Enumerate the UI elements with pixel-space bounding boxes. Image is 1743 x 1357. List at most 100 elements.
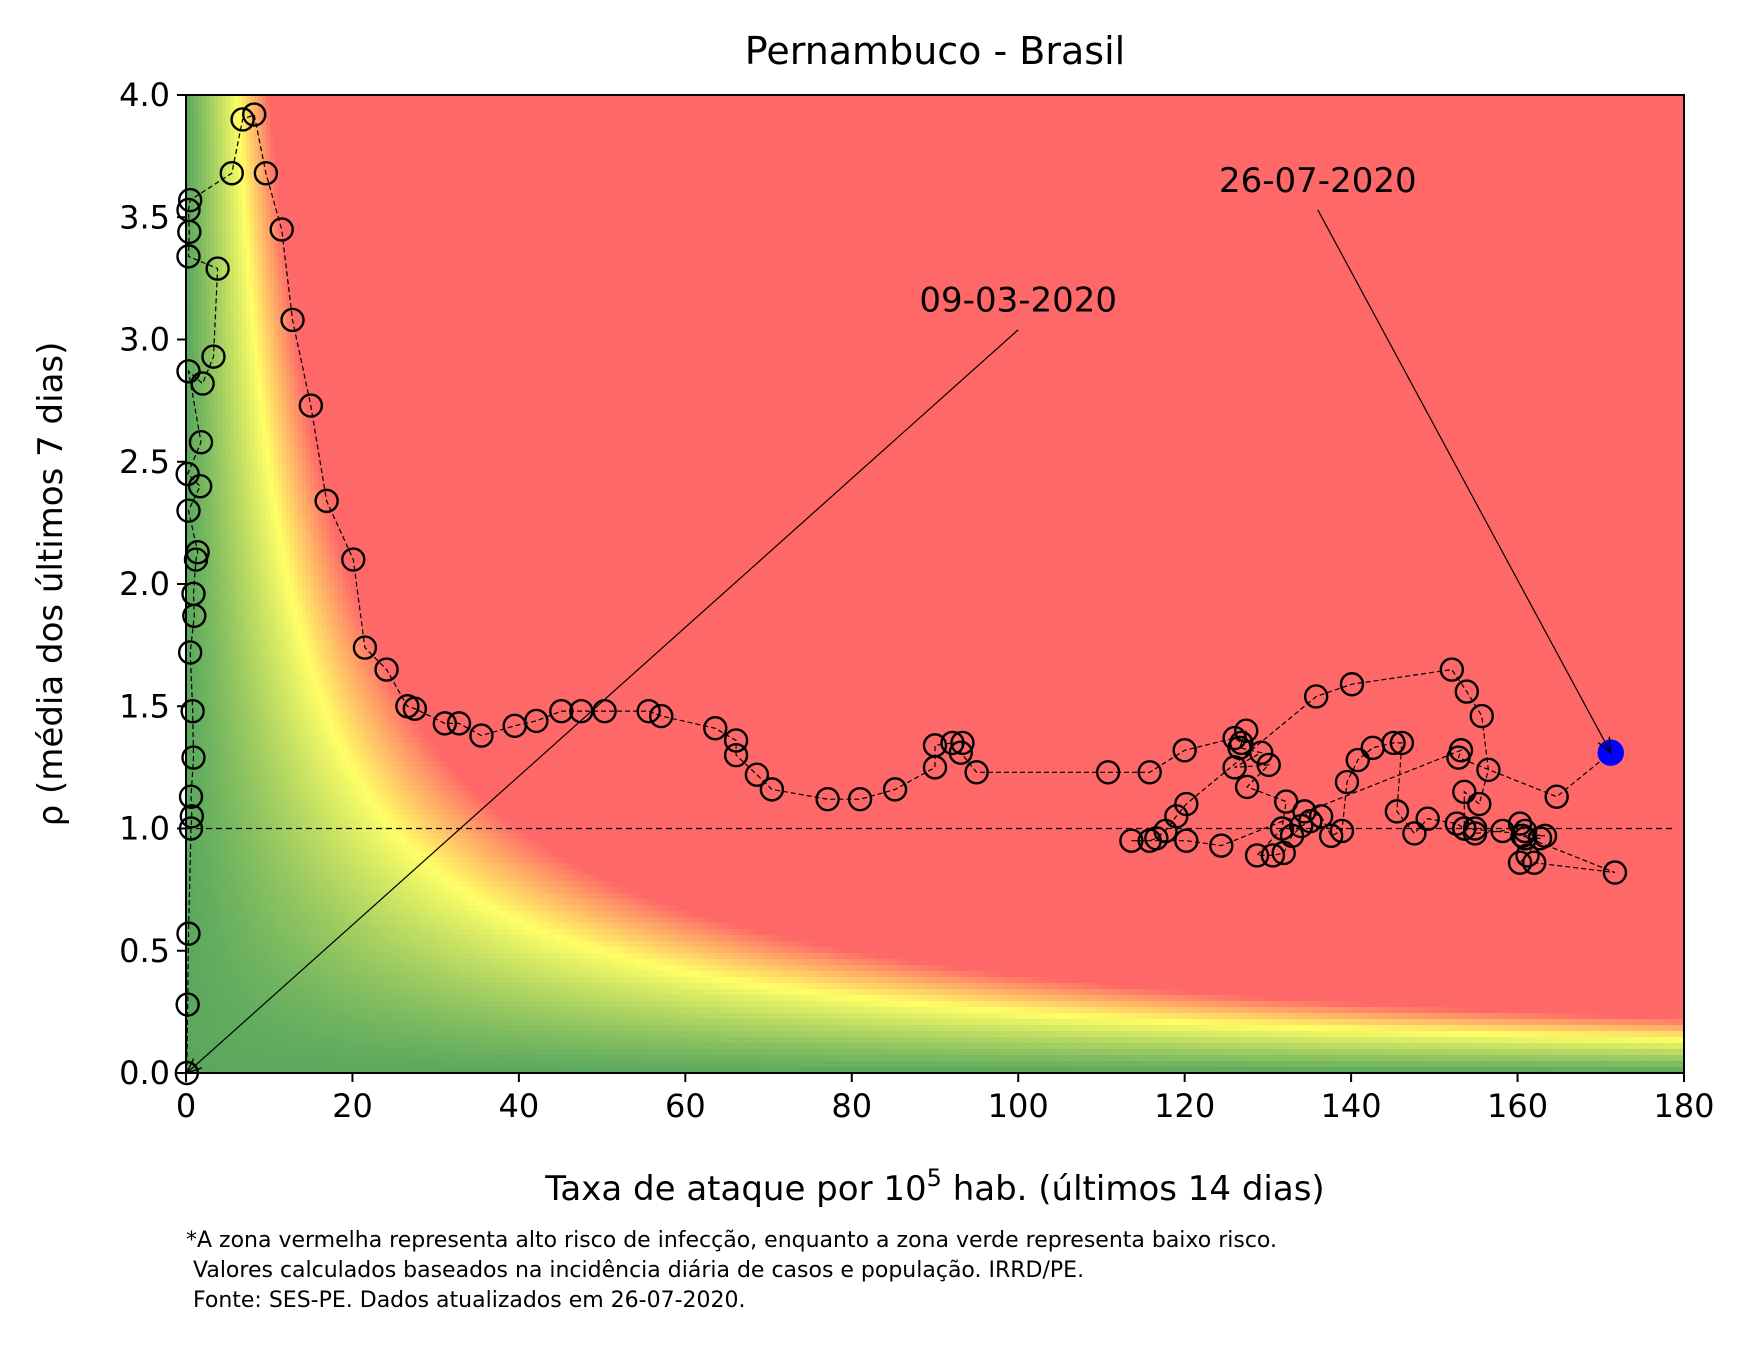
heatmap-cell [226, 419, 231, 426]
heatmap-cell [242, 485, 247, 492]
heatmap-cell [238, 677, 243, 684]
heatmap-cell [234, 239, 239, 246]
heatmap-cell [206, 125, 211, 132]
heatmap-cell [262, 749, 267, 756]
heatmap-cell [270, 383, 275, 390]
heatmap-cell [258, 713, 263, 720]
heatmap-cell [258, 275, 263, 282]
heatmap-cell [218, 395, 223, 402]
heatmap-cell [262, 689, 267, 696]
heatmap-cell [254, 365, 259, 372]
heatmap-cell [202, 767, 207, 774]
heatmap-cell [278, 515, 283, 522]
heatmap-cell [254, 203, 259, 210]
heatmap-cell [274, 695, 279, 702]
heatmap-cell [206, 143, 211, 150]
heatmap-cell [234, 659, 239, 666]
heatmap-cell [226, 947, 231, 954]
heatmap-cell [218, 881, 223, 888]
heatmap-cell [254, 185, 259, 192]
heatmap-cell [266, 1013, 271, 1020]
heatmap-cell [202, 197, 207, 204]
heatmap-cell [238, 551, 243, 558]
heatmap-cell [226, 1013, 231, 1020]
heatmap-cell [266, 455, 271, 462]
heatmap-cell [250, 719, 255, 726]
heatmap-cell [262, 995, 267, 1002]
heatmap-cell [222, 593, 227, 600]
heatmap-cell [238, 947, 243, 954]
heatmap-cell [214, 491, 219, 498]
heatmap-cell [218, 773, 223, 780]
heatmap-cell [250, 551, 255, 558]
heatmap-cell [218, 455, 223, 462]
heatmap-cell [278, 575, 283, 582]
heatmap-cell [214, 617, 219, 624]
heatmap-cell [202, 575, 207, 582]
heatmap-cell [274, 563, 279, 570]
heatmap-cell [258, 839, 263, 846]
heatmap-cell [234, 965, 239, 972]
heatmap-cell [270, 683, 275, 690]
heatmap-cell [254, 647, 259, 654]
heatmap-cell [238, 263, 243, 270]
heatmap-cell [242, 503, 247, 510]
heatmap-cell [262, 725, 267, 732]
heatmap-cell [242, 509, 247, 516]
heatmap-cell [278, 461, 283, 468]
heatmap-cell [266, 575, 271, 582]
heatmap-cell [274, 785, 279, 792]
heatmap-cell [262, 833, 267, 840]
heatmap-cell [222, 377, 227, 384]
heatmap-cell [210, 785, 215, 792]
heatmap-cell [274, 1049, 279, 1056]
heatmap-cell [226, 287, 231, 294]
heatmap-cell [246, 209, 251, 216]
heatmap-cell [238, 785, 243, 792]
heatmap-cell [194, 869, 199, 876]
heatmap-cell [250, 1055, 255, 1062]
heatmap-cell [202, 293, 207, 300]
heatmap-cell [278, 533, 283, 540]
heatmap-cell [198, 1025, 203, 1032]
heatmap-cell [198, 341, 203, 348]
heatmap-cell [222, 743, 227, 750]
heatmap-cell [230, 593, 235, 600]
heatmap-cell [222, 497, 227, 504]
heatmap-cell [246, 227, 251, 234]
heatmap-cell [198, 773, 203, 780]
heatmap-cell [234, 641, 239, 648]
heatmap-cell [230, 971, 235, 978]
heatmap-cell [190, 1025, 195, 1032]
heatmap-cell [270, 353, 275, 360]
heatmap-cell [246, 647, 251, 654]
heatmap-cell [262, 623, 267, 630]
heatmap-cell [258, 503, 263, 510]
heatmap-cell [250, 203, 255, 210]
heatmap-cell [278, 179, 283, 186]
heatmap-cell [206, 107, 211, 114]
heatmap-cell [270, 1043, 275, 1050]
heatmap-cell [198, 731, 203, 738]
heatmap-cell [266, 911, 271, 918]
heatmap-cell [270, 563, 275, 570]
heatmap-cell [238, 821, 243, 828]
heatmap-cell [218, 707, 223, 714]
heatmap-cell [262, 977, 267, 984]
heatmap-cell [226, 575, 231, 582]
heatmap-cell [190, 881, 195, 888]
heatmap-cell [218, 683, 223, 690]
heatmap-cell [246, 971, 251, 978]
heatmap-cell [262, 989, 267, 996]
heatmap-cell [262, 485, 267, 492]
heatmap-cell [262, 317, 267, 324]
heatmap-cell [222, 563, 227, 570]
heatmap-cell [266, 317, 271, 324]
heatmap-cell [230, 785, 235, 792]
heatmap-cell [194, 689, 199, 696]
heatmap-cell [206, 869, 211, 876]
heatmap-cell [234, 983, 239, 990]
heatmap-cell [270, 779, 275, 786]
heatmap-cell [246, 923, 251, 930]
heatmap-cell [254, 575, 259, 582]
